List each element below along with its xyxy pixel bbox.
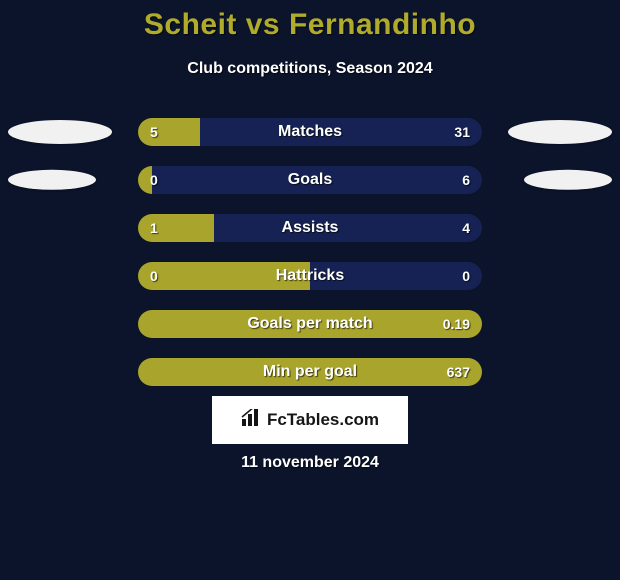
comparison-card: Scheit vs Fernandinho Club competitions,… (0, 0, 620, 580)
stat-bar-track: Goals0 6 (138, 166, 482, 194)
stat-row: Goals per match0.19 (0, 310, 620, 338)
stat-value-right: 637 (447, 358, 470, 386)
stat-bars: Matches531Goals06Assists14Hattricks00Goa… (0, 118, 620, 386)
subtitle: Club competitions, Season 2024 (0, 60, 620, 78)
stat-value-left: 0 (150, 262, 158, 290)
stat-value-left: 1 (150, 214, 158, 242)
stat-row: Matches5 31 (0, 118, 620, 146)
stat-bar-track: Min per goal637 (138, 358, 482, 386)
stat-row: Hattricks0 0 (0, 262, 620, 290)
stat-label: Assists (138, 214, 482, 242)
stat-value-right: 0.19 (443, 310, 470, 338)
stat-label: Hattricks (138, 262, 482, 290)
date-text: 11 november 2024 (0, 454, 620, 472)
brand-text: FcTables.com (267, 410, 379, 430)
stat-value-right: 4 (462, 214, 470, 242)
brand-badge[interactable]: FcTables.com (212, 396, 408, 444)
stat-label: Goals per match (138, 310, 482, 338)
page-title: Scheit vs Fernandinho (0, 0, 620, 42)
player-avatar-left (8, 170, 96, 190)
stat-value-left: 0 (150, 166, 158, 194)
bar-chart-icon (241, 409, 261, 432)
stat-value-right: 31 (454, 118, 470, 146)
stat-row: Assists1 4 (0, 214, 620, 242)
stat-row: Min per goal637 (0, 358, 620, 386)
stat-bar-track: Goals per match0.19 (138, 310, 482, 338)
stat-value-right: 0 (462, 262, 470, 290)
stat-bar-track: Assists1 4 (138, 214, 482, 242)
stat-label: Matches (138, 118, 482, 146)
stat-label: Min per goal (138, 358, 482, 386)
player-avatar-left (8, 120, 112, 144)
stat-value-right: 6 (462, 166, 470, 194)
stat-row: Goals0 6 (0, 166, 620, 194)
stat-label: Goals (138, 166, 482, 194)
player-avatar-right (508, 120, 612, 144)
stat-bar-track: Hattricks0 0 (138, 262, 482, 290)
stat-bar-track: Matches5 31 (138, 118, 482, 146)
player-avatar-right (524, 170, 612, 190)
stat-value-left: 5 (150, 118, 158, 146)
